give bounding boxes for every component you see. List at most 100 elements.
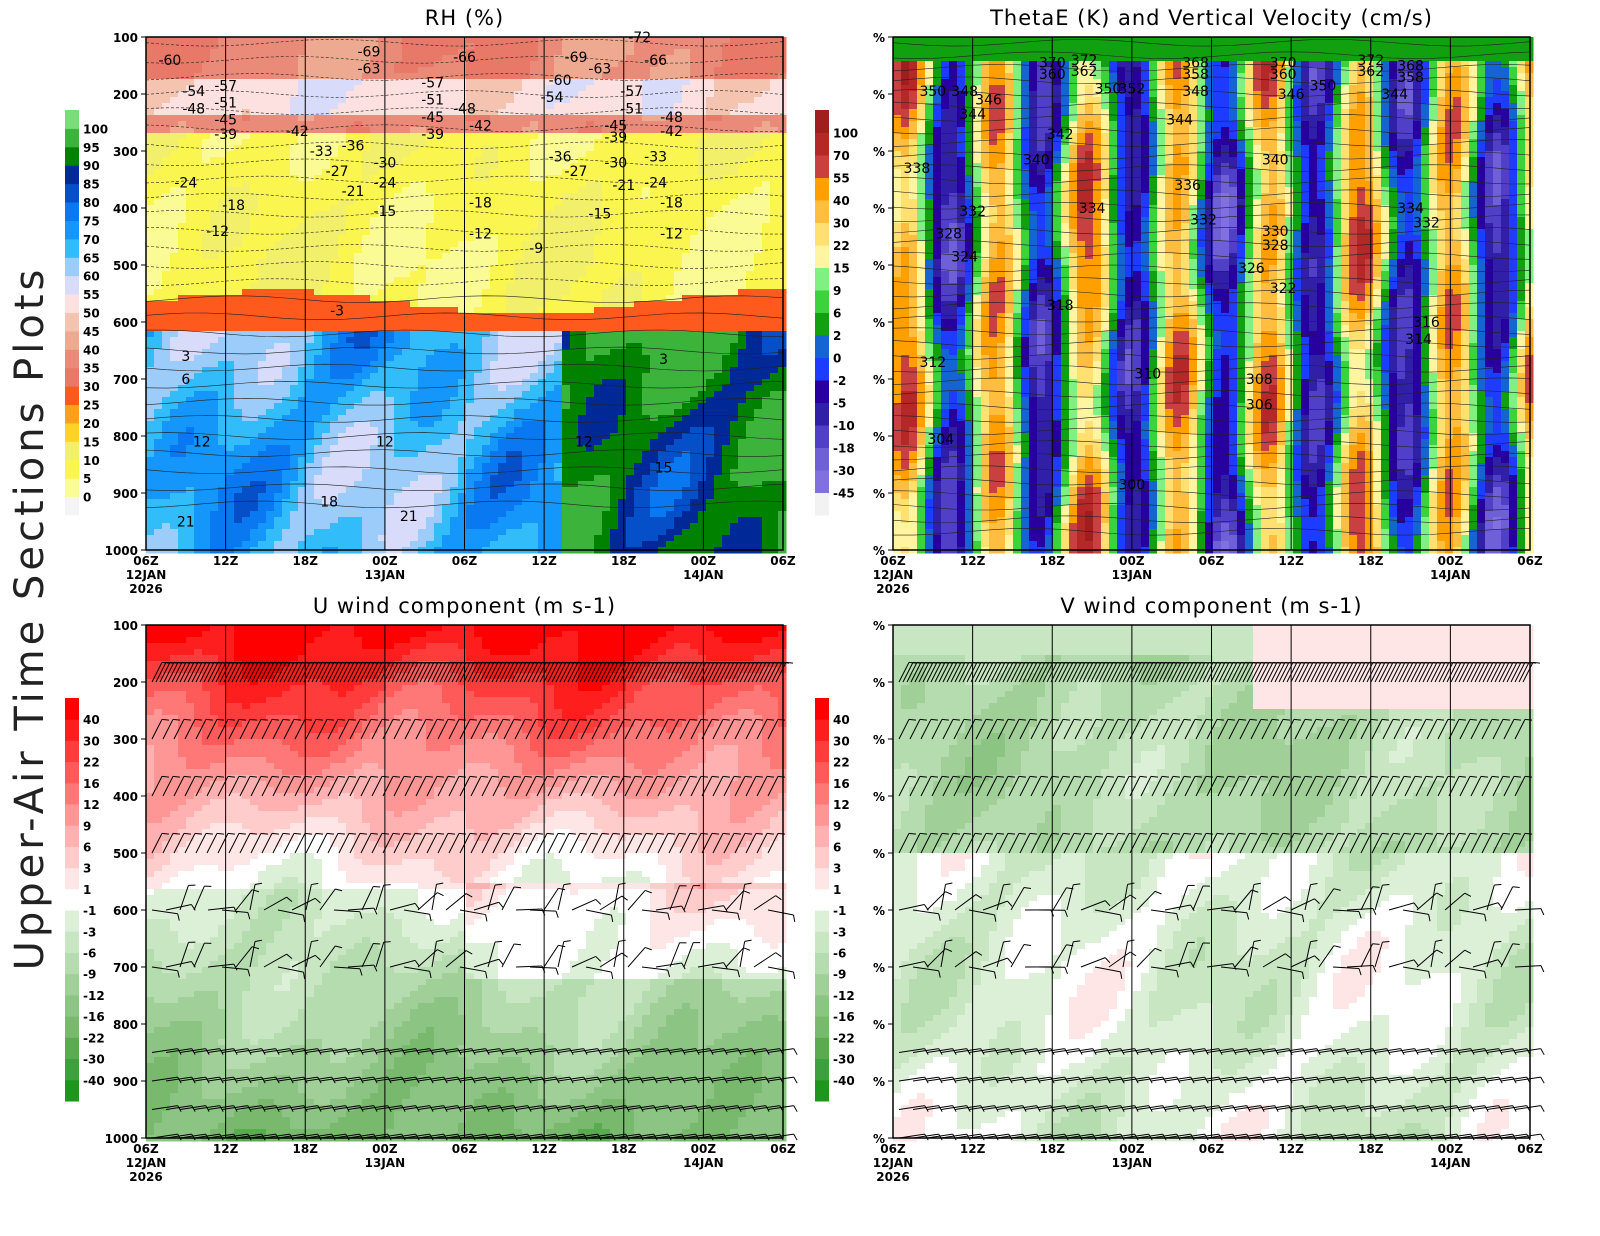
field-cell xyxy=(170,475,179,482)
field-cell xyxy=(210,193,219,200)
field-cell xyxy=(306,205,315,212)
field-cell xyxy=(186,259,195,266)
field-cell xyxy=(146,127,155,134)
field-cell xyxy=(458,487,467,494)
field-cell xyxy=(314,373,323,380)
field-cell xyxy=(602,283,611,290)
field-cell xyxy=(226,151,235,158)
field-cell xyxy=(538,265,547,272)
field-cell xyxy=(266,97,275,104)
field-cell xyxy=(522,505,531,512)
field-cell xyxy=(322,73,331,80)
field-cell xyxy=(522,277,531,284)
field-cell xyxy=(514,493,523,500)
field-cell xyxy=(250,487,259,494)
field-cell xyxy=(522,373,531,380)
field-cell xyxy=(474,247,483,254)
field-cell xyxy=(210,469,219,476)
field-cell xyxy=(482,271,491,278)
field-cell xyxy=(410,361,419,368)
field-cell xyxy=(170,319,179,326)
field-cell xyxy=(338,391,347,398)
field-cell xyxy=(202,271,211,278)
field-cell xyxy=(434,163,443,170)
field-cell xyxy=(482,139,491,146)
field-cell xyxy=(386,235,395,242)
field-cell xyxy=(514,247,523,254)
field-cell xyxy=(266,229,275,236)
field-cell xyxy=(578,325,587,332)
field-cell xyxy=(410,277,419,284)
field-cell xyxy=(370,85,379,92)
field-cell xyxy=(354,385,363,392)
field-cell xyxy=(458,517,467,524)
field-cell xyxy=(546,307,555,314)
field-cell xyxy=(146,277,155,284)
field-cell xyxy=(546,343,555,350)
field-cell xyxy=(586,415,595,422)
field-cell xyxy=(386,505,395,512)
field-cell xyxy=(450,505,459,512)
field-cell xyxy=(250,325,259,332)
field-cell xyxy=(162,433,171,440)
field-cell xyxy=(562,181,571,188)
field-cell xyxy=(418,541,427,548)
field-cell xyxy=(530,103,539,110)
field-cell xyxy=(594,175,603,182)
field-cell xyxy=(186,229,195,236)
field-cell xyxy=(498,337,507,344)
field-cell xyxy=(202,319,211,326)
field-cell xyxy=(554,409,563,416)
field-cell xyxy=(258,277,267,284)
field-cell xyxy=(330,271,339,278)
field-cell xyxy=(258,139,267,146)
field-cell xyxy=(434,343,443,350)
field-cell xyxy=(506,229,515,236)
field-cell xyxy=(498,409,507,416)
field-cell xyxy=(482,475,491,482)
field-cell xyxy=(530,229,539,236)
field-cell xyxy=(394,301,403,308)
field-cell xyxy=(490,49,499,56)
field-cell xyxy=(538,493,547,500)
field-cell xyxy=(450,67,459,74)
field-cell xyxy=(514,199,523,206)
field-cell xyxy=(346,373,355,380)
field-cell xyxy=(394,61,403,68)
field-cell xyxy=(242,391,251,398)
field-cell xyxy=(290,289,299,296)
field-cell xyxy=(362,175,371,182)
field-cell xyxy=(522,181,531,188)
field-cell xyxy=(506,115,515,122)
field-cell xyxy=(602,271,611,278)
field-cell xyxy=(210,169,219,176)
field-cell xyxy=(234,463,243,470)
field-cell xyxy=(146,199,155,206)
field-cell xyxy=(322,97,331,104)
field-cell xyxy=(410,61,419,68)
field-cell xyxy=(538,361,547,368)
field-cell xyxy=(234,469,243,476)
field-cell xyxy=(186,475,195,482)
field-cell xyxy=(474,355,483,362)
field-cell xyxy=(546,325,555,332)
field-cell xyxy=(290,469,299,476)
field-cell xyxy=(290,325,299,332)
field-cell xyxy=(570,493,579,500)
field-cell xyxy=(290,73,299,80)
field-cell xyxy=(410,175,419,182)
field-cell xyxy=(290,217,299,224)
field-cell xyxy=(578,391,587,398)
field-cell xyxy=(410,451,419,458)
field-cell xyxy=(530,223,539,230)
field-cell xyxy=(394,361,403,368)
field-cell xyxy=(442,433,451,440)
field-cell xyxy=(282,541,291,548)
field-cell xyxy=(234,331,243,338)
field-cell xyxy=(290,97,299,104)
field-cell xyxy=(522,541,531,548)
field-cell xyxy=(530,163,539,170)
field-cell xyxy=(402,283,411,290)
field-cell xyxy=(146,493,155,500)
field-cell xyxy=(226,505,235,512)
